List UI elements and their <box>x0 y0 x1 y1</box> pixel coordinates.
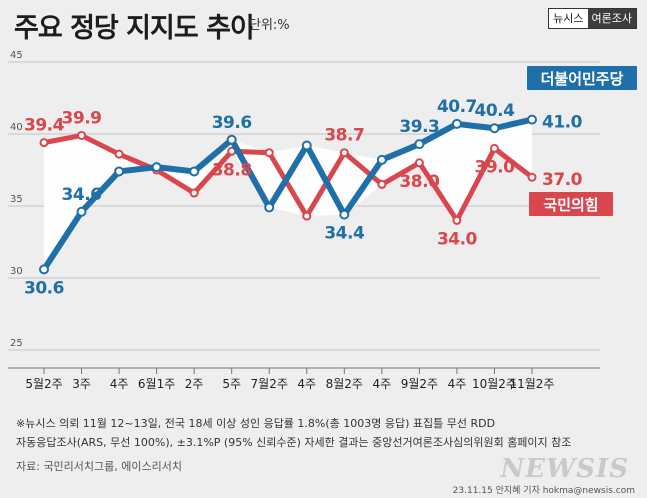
point-s1-12 <box>489 143 499 153</box>
point-s0-9 <box>376 154 387 165</box>
legend-tag-1 <box>529 192 613 216</box>
point-s1-13 <box>527 172 537 182</box>
point-s0-0 <box>39 264 49 275</box>
data-label-6: 40.4 <box>474 101 515 121</box>
series-line-0 <box>41 116 535 273</box>
data-label-8: 39.4 <box>24 116 65 136</box>
legend-label-1: 국민의힘 <box>543 196 598 214</box>
data-label-9: 39.9 <box>62 108 102 128</box>
data-label-3: 34.4 <box>324 224 365 244</box>
point-s1-10 <box>414 158 424 168</box>
point-s1-0 <box>39 138 49 148</box>
data-label-14: 39.0 <box>474 157 515 177</box>
data-label-2: 39.6 <box>212 113 252 133</box>
x-tick-label-1: 3주 <box>72 377 91 391</box>
point-s0-2 <box>114 166 125 177</box>
point-s1-6 <box>264 148 274 158</box>
y-tick-label-40: 40 <box>10 122 23 133</box>
legend-label-0: 더불어민주당 <box>541 70 624 88</box>
x-tick-label-7: 4주 <box>297 377 316 391</box>
y-tick-label-45: 45 <box>10 50 23 61</box>
data-label-11: 38.7 <box>324 126 364 146</box>
point-s0-7 <box>301 140 312 151</box>
point-s0-4 <box>189 166 200 177</box>
point-s0-5 <box>226 134 237 145</box>
x-tick-label-9: 4주 <box>373 377 392 391</box>
data-label-5: 40.7 <box>437 97 477 117</box>
data-label-4: 39.3 <box>399 117 439 137</box>
y-tick-label-30: 30 <box>10 266 23 277</box>
point-s1-7 <box>302 211 312 221</box>
x-tick-label-11: 4주 <box>448 377 467 391</box>
footnote-line-2: 자동응답조사(ARS, 무선 100%), ±3.1%P (95% 신뢰수준) … <box>16 436 572 449</box>
point-s1-4 <box>189 188 199 198</box>
data-label-12: 38.0 <box>399 172 440 192</box>
y-tick-label-25: 25 <box>10 338 23 349</box>
x-tick-label-5: 5주 <box>222 377 241 391</box>
footnote-line-1: ※뉴시스 의뢰 11월 12~13일, 전국 18세 이상 성인 응답률 1.8… <box>16 417 496 430</box>
data-label-15: 37.0 <box>542 170 583 190</box>
data-label-13: 34.0 <box>437 229 478 249</box>
x-tick-label-12: 10월2주 <box>472 377 517 391</box>
data-label-1: 34.6 <box>62 185 102 205</box>
legend-tag-0 <box>527 66 637 90</box>
point-s0-11 <box>451 118 462 129</box>
page-title: 주요 정당 지지도 추이 <box>14 13 255 44</box>
x-tick-label-4: 2주 <box>185 377 204 391</box>
point-s1-11 <box>452 215 462 225</box>
brand-left: 뉴시스 <box>553 12 584 25</box>
point-s1-2 <box>114 149 124 159</box>
footnote: ※뉴시스 의뢰 11월 12~13일, 전국 18세 이상 성인 응답률 1.8… <box>16 414 636 452</box>
x-tick-label-8: 8월2주 <box>326 377 363 391</box>
x-tick-label-6: 7월2주 <box>251 377 288 391</box>
brand-right: 여론조사 <box>587 9 636 28</box>
x-tick-label-2: 4주 <box>110 377 129 391</box>
x-tick-label-10: 9월2주 <box>401 377 438 391</box>
data-label-7: 41.0 <box>542 113 583 133</box>
point-s1-9 <box>377 179 387 189</box>
gap-area <box>44 119 532 270</box>
point-s0-3 <box>151 162 162 173</box>
x-tick-label-13: 11월2주 <box>510 377 555 391</box>
series-line-1 <box>41 132 535 223</box>
data-label-10: 38.8 <box>212 160 252 180</box>
point-s0-13 <box>527 114 537 125</box>
x-tick-label-3: 6월1주 <box>138 377 175 391</box>
point-s0-10 <box>414 139 425 150</box>
point-s0-8 <box>339 209 350 220</box>
watermark-logo: NEWSIS <box>500 454 629 484</box>
x-tick-label-0: 5월2주 <box>25 377 62 391</box>
point-s1-1 <box>77 130 87 140</box>
data-label-0: 30.6 <box>24 278 64 298</box>
credit-text: 23.11.15 안지혜 기자 hokma@newsis.com <box>452 486 635 496</box>
point-s0-6 <box>264 202 275 213</box>
point-s0-12 <box>489 123 500 134</box>
point-s1-8 <box>339 148 349 158</box>
source-text: 자료: 국민리서치그룹, 에이스리서치 <box>16 460 182 473</box>
brand-badge: 뉴시스 여론조사 <box>548 8 637 29</box>
y-tick-label-35: 35 <box>10 194 23 205</box>
point-s0-1 <box>76 206 87 217</box>
unit-label: 단위:% <box>249 18 290 33</box>
